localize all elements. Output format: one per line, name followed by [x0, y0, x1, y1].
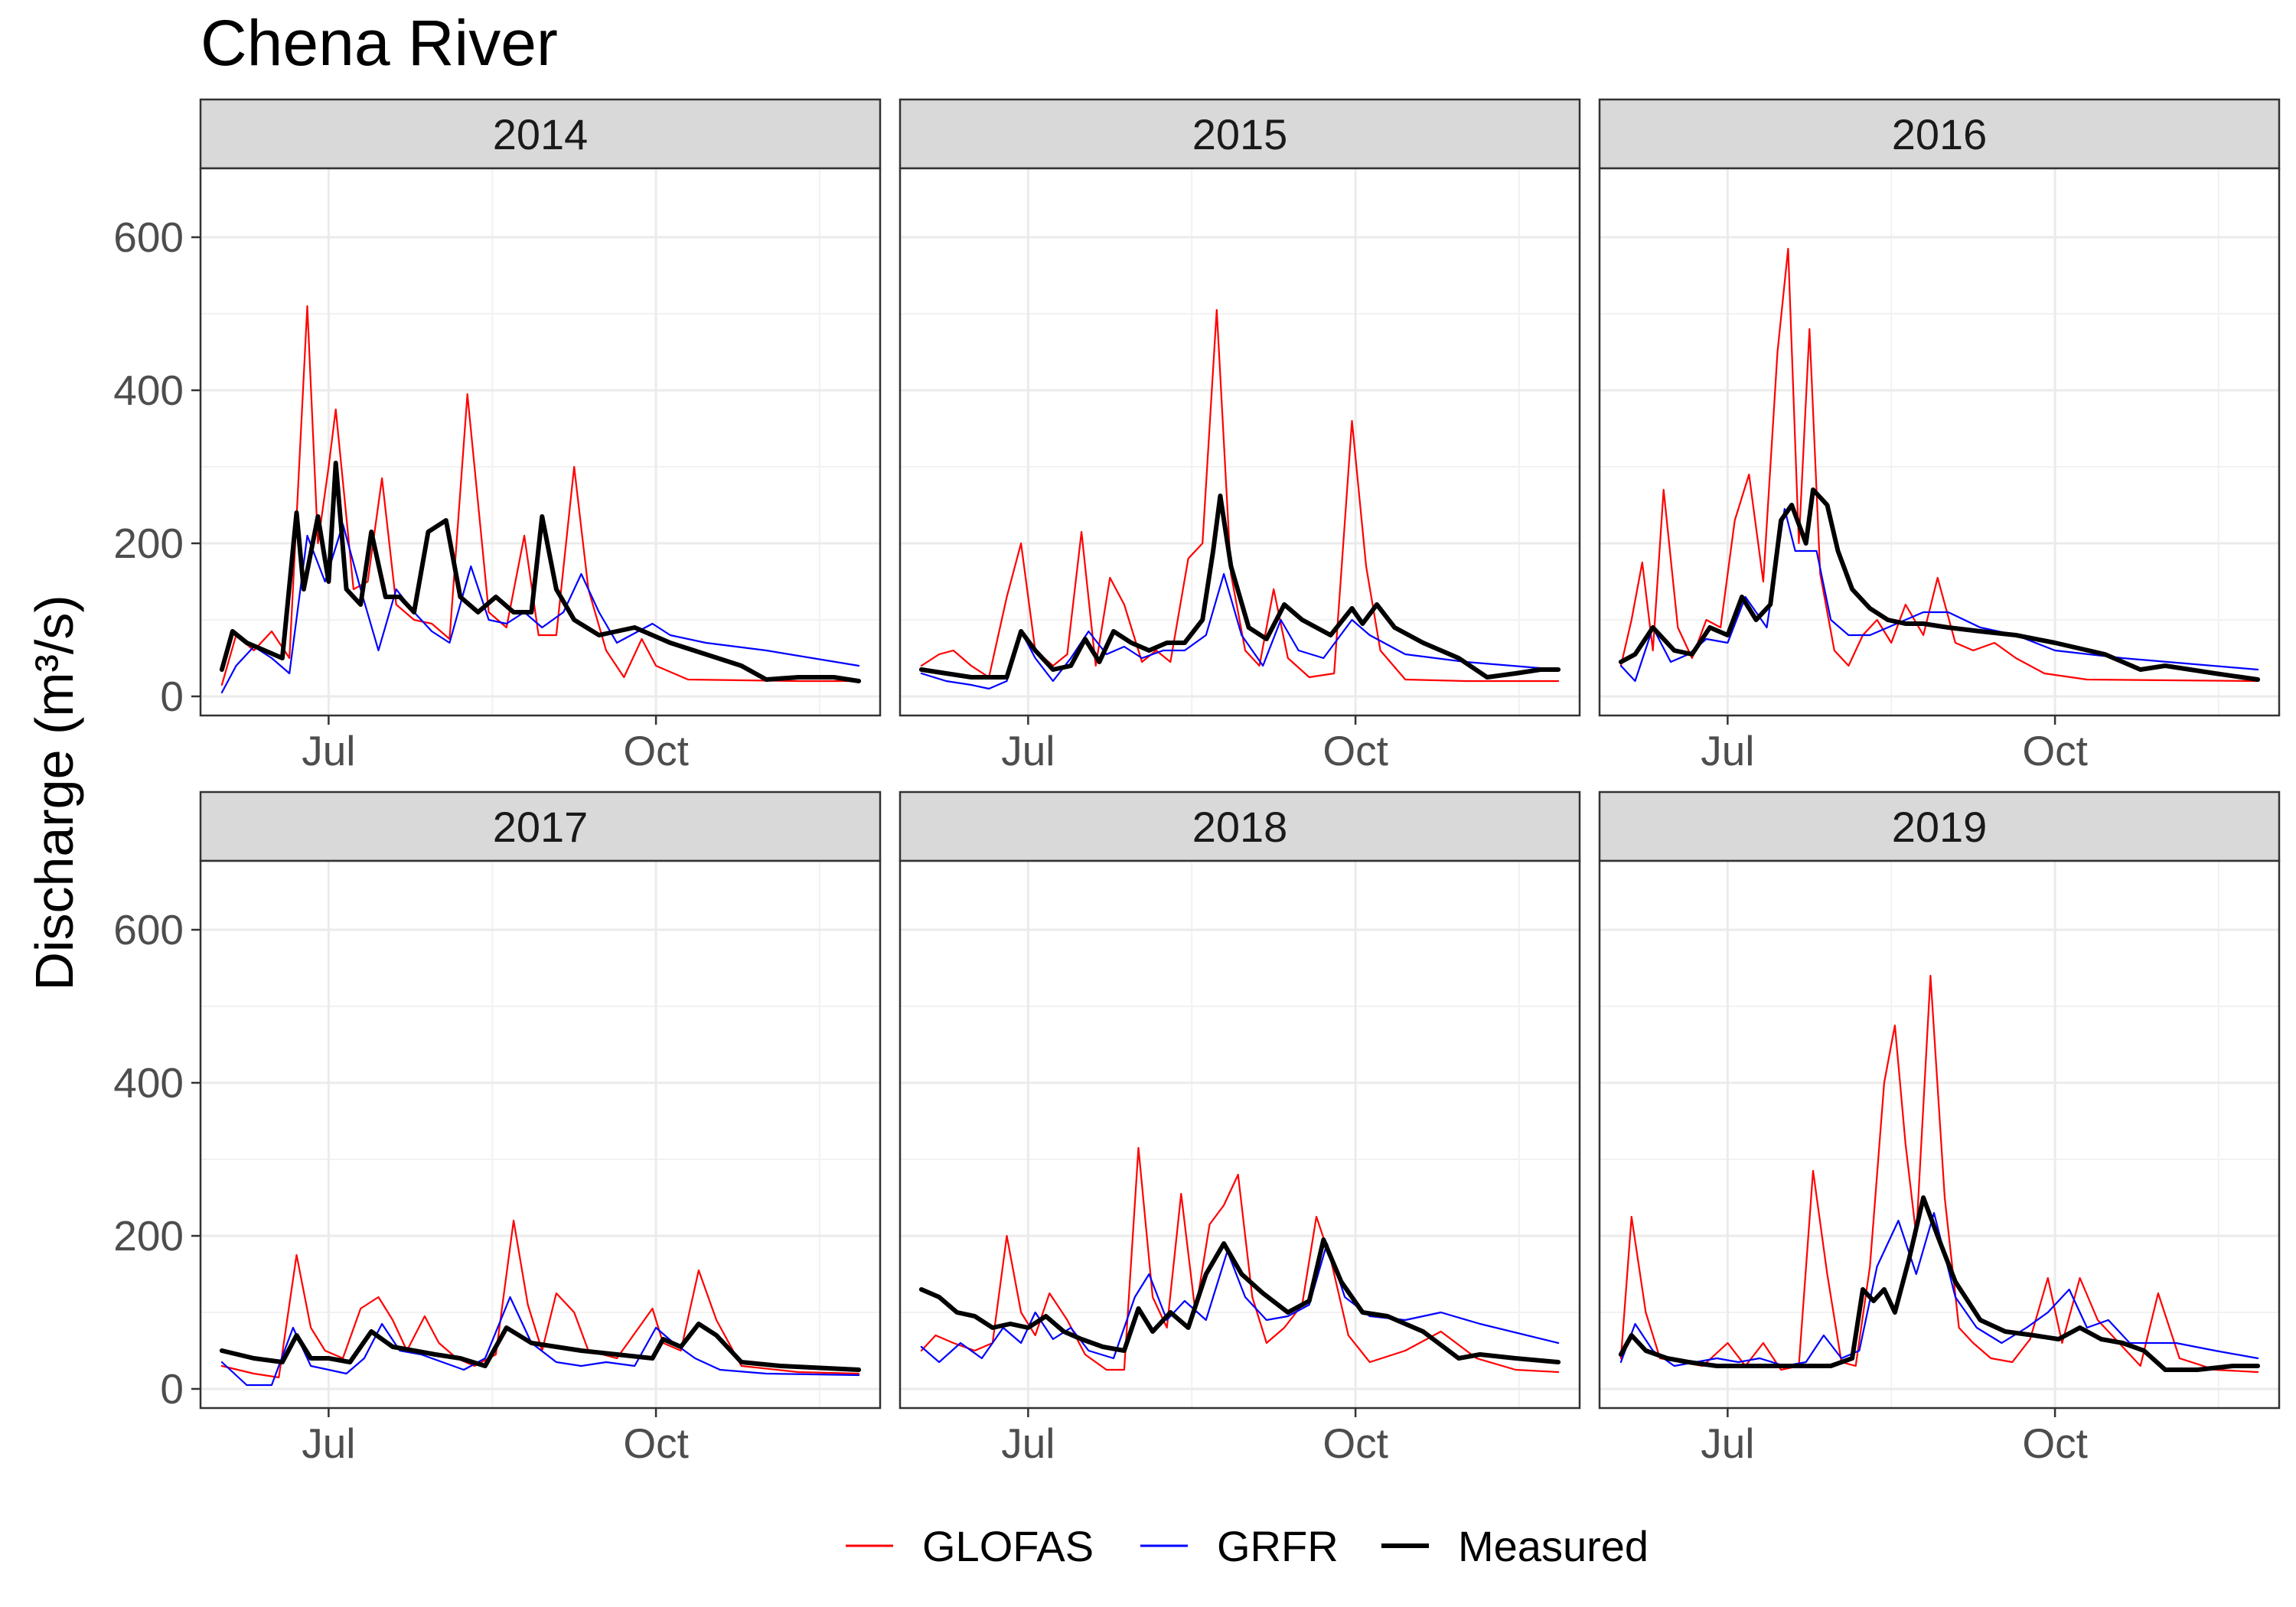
- facet-strip: [899, 98, 1581, 170]
- y-tick-label: 0: [160, 1365, 184, 1413]
- panel-border: [199, 859, 882, 1410]
- facet-strip-label: 2017: [493, 803, 589, 851]
- facet-panel-2017: 2017 0 200 400 600 Jul Oct: [113, 790, 882, 1467]
- x-tick-label: Jul: [1001, 1420, 1055, 1467]
- plot-area: [900, 861, 1580, 1408]
- y-tick-label: 400: [113, 367, 184, 414]
- series-line-glofas: [1619, 247, 2259, 683]
- series-line-grfr: [1619, 1211, 2259, 1367]
- x-tick-label: Oct: [2022, 727, 2088, 774]
- facet-strip: [199, 98, 882, 170]
- series-line-glofas: [920, 308, 1560, 683]
- y-tick-label: 0: [160, 673, 184, 720]
- series-line-measured: [918, 1237, 1561, 1364]
- y-tick-label: 600: [113, 906, 184, 953]
- y-tick-label: 600: [113, 214, 184, 261]
- series-line-glofas: [220, 1219, 860, 1379]
- series-line-glofas: [1619, 974, 2259, 1374]
- facet-panel-2018: 2018 Jul Oct: [899, 790, 1581, 1467]
- legend-label-glofas: GLOFAS: [922, 1522, 1094, 1570]
- facet-panel-2014: 2014 0 200 400 600 Jul Oct: [113, 98, 882, 774]
- panel-border: [899, 167, 1581, 717]
- legend: GLOFAS GRFR Measured: [846, 1522, 1649, 1570]
- plot-area: [201, 168, 880, 715]
- facet-panel-2016: 2016 Jul Oct: [1598, 98, 2281, 774]
- facet-strip: [1598, 790, 2281, 862]
- facet-strip: [899, 790, 1581, 862]
- x-tick-label: Oct: [623, 727, 689, 774]
- y-axis-label: Discharge (m³/s): [24, 595, 84, 990]
- x-tick-label: Oct: [1322, 727, 1388, 774]
- series-line-glofas: [920, 1146, 1560, 1374]
- x-tick-label: Jul: [1701, 1420, 1754, 1467]
- plot-area: [900, 168, 1580, 715]
- x-tick-label: Oct: [2022, 1420, 2088, 1467]
- x-tick-label: Jul: [1701, 727, 1754, 774]
- series-line-measured: [1618, 1195, 2261, 1372]
- x-tick-label: Oct: [1322, 1420, 1388, 1467]
- x-tick-label: Jul: [302, 727, 355, 774]
- y-tick-label: 200: [113, 520, 184, 567]
- plot-area: [201, 861, 880, 1408]
- series-line-glofas: [220, 305, 860, 686]
- x-tick-label: Jul: [1001, 727, 1055, 774]
- panel-border: [199, 167, 882, 717]
- facet-panel-2015: 2015 Jul Oct: [899, 98, 1581, 774]
- series-line-measured: [1618, 487, 2261, 682]
- facet-strip-label: 2014: [493, 110, 589, 158]
- facet-panels: 2014 0 200 400 600 Jul Oct 2015 Jul Oct 2016 Jul Oct…: [113, 98, 2281, 1467]
- facet-panel-2019: 2019 Jul Oct: [1598, 790, 2281, 1467]
- series-line-grfr: [220, 523, 860, 694]
- chart-title: Chena River: [201, 7, 558, 79]
- plot-area: [1600, 861, 2279, 1408]
- facet-strip: [199, 790, 882, 862]
- facet-strip-label: 2015: [1192, 110, 1288, 158]
- series-line-grfr: [1619, 507, 2259, 683]
- series-line-measured: [918, 494, 1561, 680]
- series-line-measured: [219, 461, 862, 683]
- panel-border: [1598, 167, 2281, 717]
- x-tick-label: Oct: [623, 1420, 689, 1467]
- panel-border: [1598, 859, 2281, 1410]
- facet-strip: [1598, 98, 2281, 170]
- x-tick-label: Jul: [302, 1420, 355, 1467]
- facet-strip-label: 2016: [1892, 110, 1988, 158]
- facet-strip-label: 2018: [1192, 803, 1288, 851]
- facet-strip-label: 2019: [1892, 803, 1988, 851]
- y-tick-label: 400: [113, 1059, 184, 1107]
- legend-label-grfr: GRFR: [1217, 1522, 1339, 1570]
- y-tick-label: 200: [113, 1212, 184, 1260]
- panel-border: [899, 859, 1581, 1410]
- series-line-measured: [219, 1322, 862, 1372]
- legend-label-measured: Measured: [1458, 1522, 1649, 1570]
